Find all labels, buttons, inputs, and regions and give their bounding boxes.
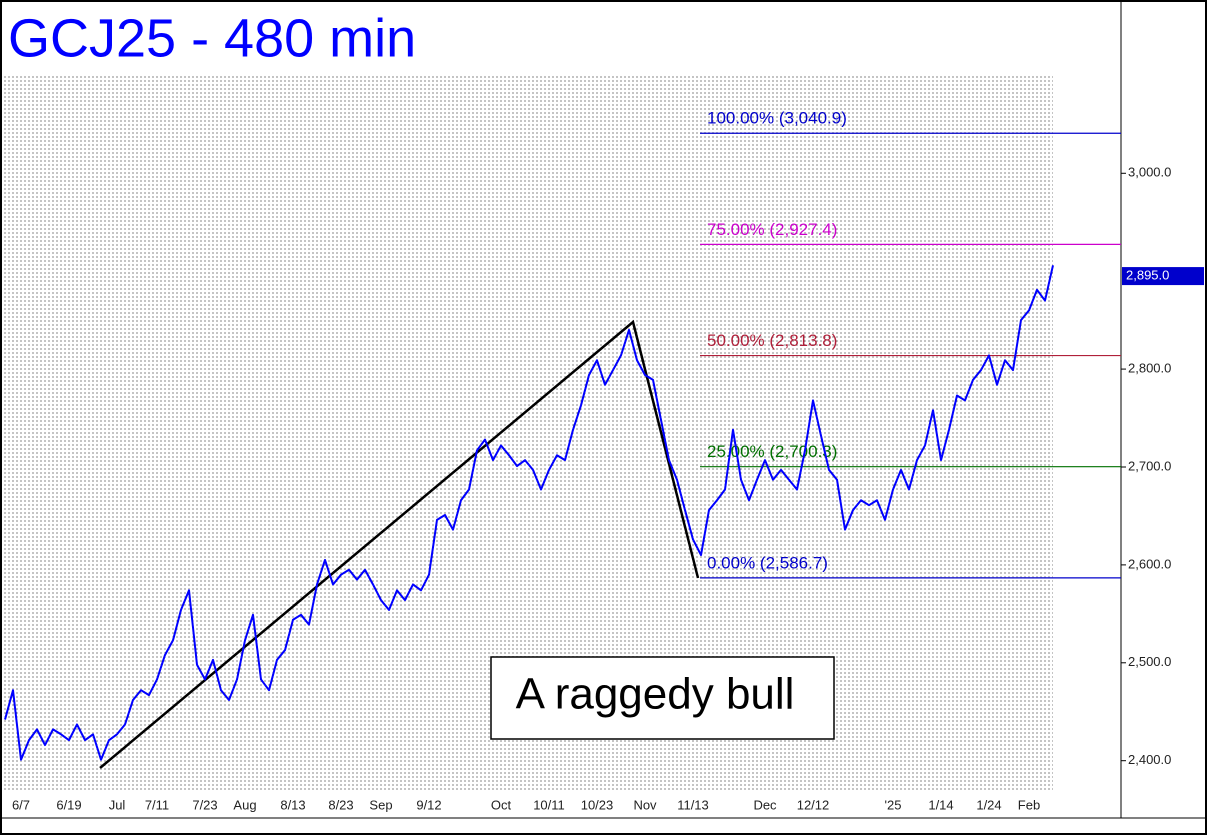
- x-tick-label: 8/13: [280, 797, 305, 812]
- level-label: 0.00% (2,586.7): [707, 553, 828, 572]
- x-tick-label: Jul: [109, 797, 126, 812]
- y-tick-label: 2,800.0: [1128, 361, 1171, 376]
- y-tick-label: 2,400.0: [1128, 752, 1171, 767]
- x-tick-label: Oct: [491, 797, 512, 812]
- last-price-label: 2,895.0: [1126, 268, 1169, 283]
- x-tick-label: 10/23: [581, 797, 614, 812]
- x-tick-label: '25: [885, 797, 902, 812]
- y-tick-label: 2,500.0: [1128, 654, 1171, 669]
- x-tick-label: Dec: [753, 797, 777, 812]
- annotation-box: [490, 656, 835, 740]
- x-tick-label: 7/23: [192, 797, 217, 812]
- x-tick-label: 12/12: [797, 797, 830, 812]
- x-tick-label: 7/11: [145, 797, 169, 812]
- x-tick-label: 6/19: [56, 797, 81, 812]
- x-tick-label: 8/23: [328, 797, 353, 812]
- x-tick-label: 10/11: [533, 797, 565, 812]
- x-tick-label: Nov: [633, 797, 657, 812]
- y-tick-label: 2,600.0: [1128, 556, 1171, 571]
- last-price-box: [1122, 267, 1204, 286]
- price-line: [4, 265, 1054, 761]
- level-label: 75.00% (2,927.4): [707, 220, 837, 239]
- x-tick-label: Aug: [233, 797, 256, 812]
- y-tick-label: 2,700.0: [1128, 458, 1171, 473]
- trend-line: [99, 319, 700, 769]
- y-tick-label: 3,000.0: [1128, 165, 1171, 180]
- level-label: 25.00% (2,700.3): [707, 442, 837, 461]
- chart-title: GCJ25 - 480 min: [8, 8, 416, 68]
- x-tick-label: 6/7: [12, 797, 30, 812]
- x-tick-label: 1/14: [928, 797, 953, 812]
- x-tick-label: 11/13: [677, 797, 709, 812]
- annotation: A raggedy bull: [516, 670, 795, 719]
- level-label: 50.00% (2,813.8): [707, 331, 837, 350]
- x-tick-label: Sep: [369, 797, 392, 812]
- x-tick-label: 9/12: [416, 797, 441, 812]
- x-tick-label: Feb: [1018, 797, 1040, 812]
- x-tick-label: 1/24: [976, 797, 1001, 812]
- level-label: 100.00% (3,040.9): [707, 109, 847, 128]
